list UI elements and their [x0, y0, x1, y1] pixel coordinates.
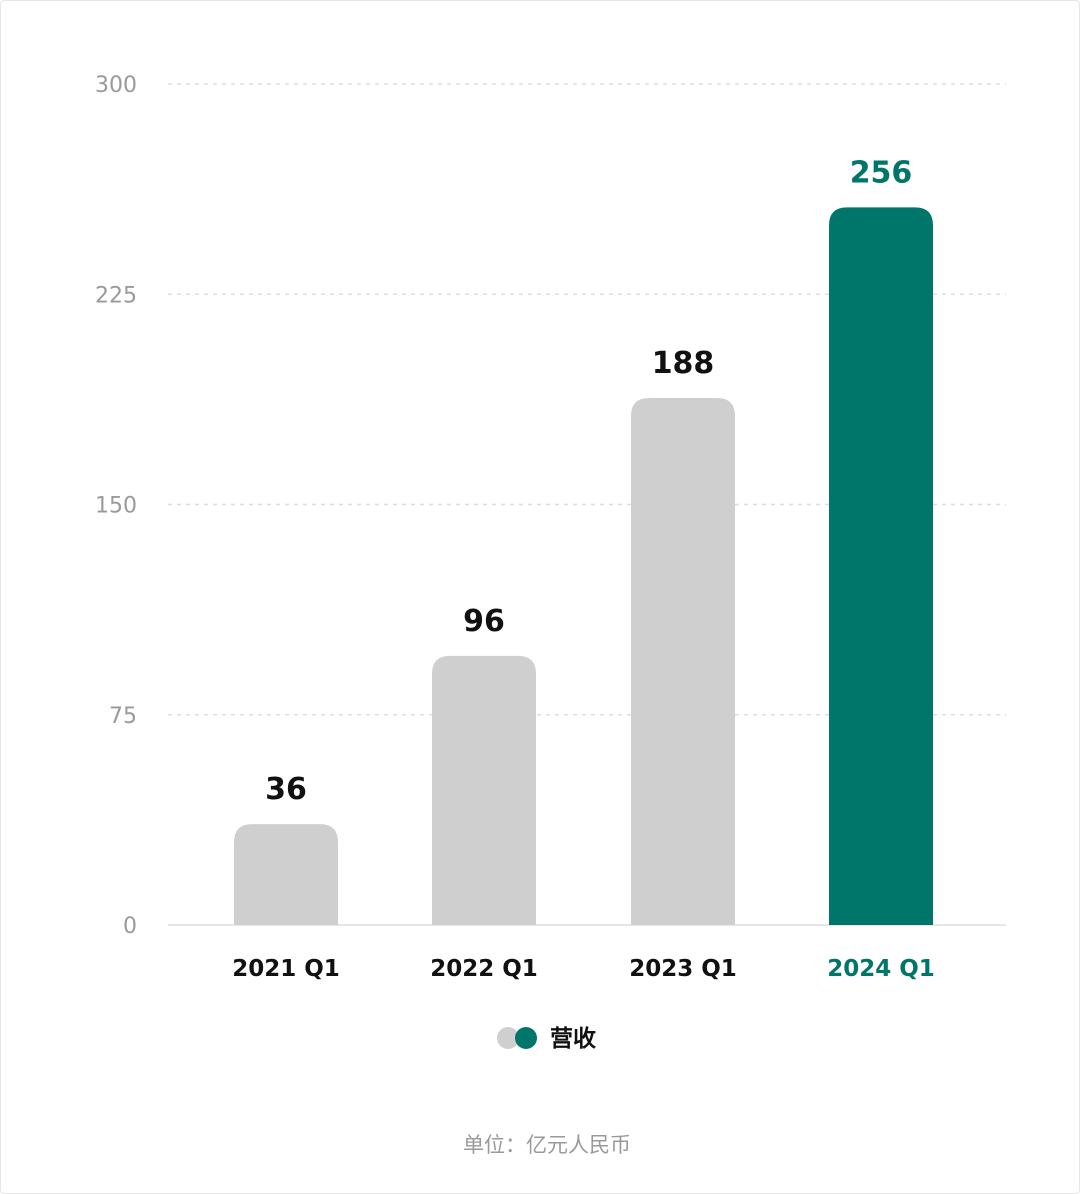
x-tick-label: 2023 Q1: [629, 956, 737, 982]
y-tick-label: 150: [95, 494, 137, 519]
x-tick-label: 2022 Q1: [430, 956, 538, 982]
unit-note: 单位：亿元人民币: [463, 1133, 631, 1157]
y-tick-label: 300: [95, 73, 137, 98]
bar-2021-q1: [234, 824, 338, 925]
bar-2022-q1: [432, 656, 536, 925]
y-tick-label: 225: [95, 283, 137, 308]
legend[interactable]: 营收: [497, 1025, 596, 1052]
y-tick-label: 0: [123, 914, 137, 939]
x-tick-label: 2024 Q1: [827, 956, 935, 982]
y-axis-ticks: 0 75 150 225 300: [95, 73, 137, 939]
data-label: 36: [265, 772, 307, 807]
data-label: 96: [463, 604, 505, 639]
legend-label: 营收: [550, 1025, 596, 1052]
bars: [234, 207, 933, 925]
bar-2024-q1: [829, 207, 933, 925]
data-label: 256: [850, 155, 913, 190]
legend-swatch-green: [515, 1027, 537, 1049]
x-tick-label: 2021 Q1: [232, 956, 340, 982]
bar-2023-q1: [631, 398, 735, 925]
data-labels: 36 96 188 256: [265, 155, 912, 807]
x-axis-ticks: 2021 Q1 2022 Q1 2023 Q1 2024 Q1: [232, 956, 935, 982]
y-tick-label: 75: [109, 704, 137, 729]
data-label: 188: [652, 346, 715, 381]
